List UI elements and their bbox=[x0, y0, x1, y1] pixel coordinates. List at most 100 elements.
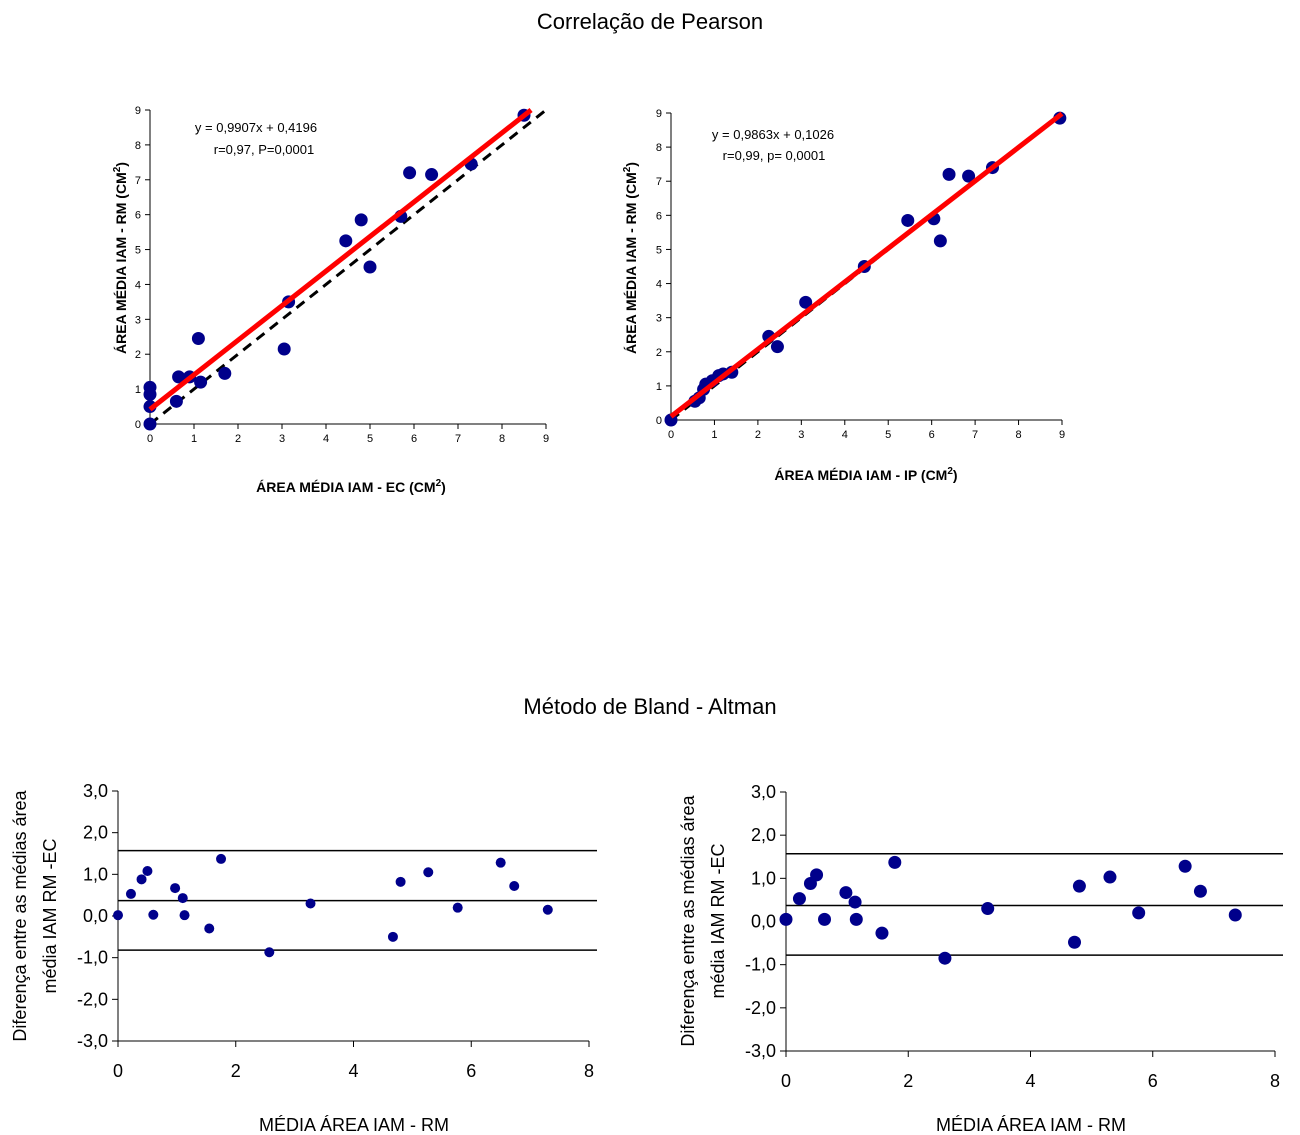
data-point bbox=[204, 923, 215, 934]
x-tick-label: 4 bbox=[348, 1061, 358, 1081]
correlation-stats: r=0,97, P=0,0001 bbox=[214, 142, 314, 157]
data-point bbox=[875, 926, 889, 940]
data-point bbox=[277, 342, 291, 356]
y-tick-label: 1,0 bbox=[83, 864, 108, 884]
x-tick-label: 3 bbox=[798, 429, 804, 441]
y-tick-label: 6 bbox=[135, 210, 141, 222]
data-point bbox=[542, 904, 553, 915]
y-axis-label: ÁREA MÉDIA IAM - RM (CM2) bbox=[112, 162, 129, 354]
data-point bbox=[1103, 870, 1117, 884]
data-point bbox=[770, 340, 784, 354]
bland-altman-section-title: Método de Bland - Altman bbox=[523, 694, 777, 719]
data-point bbox=[177, 893, 188, 904]
x-tick-label: 2 bbox=[755, 429, 761, 441]
data-point bbox=[194, 375, 208, 389]
x-tick-label: 6 bbox=[411, 433, 417, 445]
data-point bbox=[818, 912, 832, 926]
data-point bbox=[403, 166, 417, 180]
data-point bbox=[1228, 908, 1242, 922]
regression-equation: y = 0,9907x + 0,4196 bbox=[195, 120, 317, 135]
y-tick-label: 2 bbox=[656, 347, 662, 359]
data-point bbox=[143, 417, 157, 431]
y-tick-label: 3 bbox=[135, 314, 141, 326]
x-tick-label: 7 bbox=[972, 429, 978, 441]
x-tick-label: 4 bbox=[842, 429, 848, 441]
y-axis-label-line1: Diferença entre as médias área bbox=[10, 789, 30, 1041]
y-tick-label: 4 bbox=[135, 279, 141, 291]
data-point bbox=[172, 370, 186, 384]
data-point bbox=[148, 909, 159, 920]
y-axis-label: ÁREA MÉDIA IAM - RM (CM2) bbox=[622, 162, 639, 354]
x-tick-label: 8 bbox=[1015, 429, 1021, 441]
y-axis-label-line2: média IAM RM -EC bbox=[708, 843, 728, 998]
data-point bbox=[1072, 879, 1086, 893]
data-point bbox=[339, 234, 353, 248]
data-point bbox=[1132, 906, 1146, 920]
data-point bbox=[125, 888, 136, 899]
identity-line bbox=[149, 108, 547, 426]
data-point bbox=[305, 898, 316, 909]
x-tick-label: 8 bbox=[584, 1061, 594, 1081]
x-tick-label: 8 bbox=[499, 433, 505, 445]
y-tick-label: 3,0 bbox=[751, 782, 776, 802]
data-point bbox=[452, 902, 463, 913]
data-point bbox=[810, 868, 824, 882]
data-point bbox=[216, 853, 227, 864]
data-point bbox=[136, 874, 147, 885]
y-axis-label-line1: Diferença entre as médias área bbox=[678, 794, 698, 1046]
y-tick-label: 4 bbox=[656, 279, 662, 291]
data-point bbox=[839, 886, 853, 900]
chart-1: 0 1 2 3 4 5 6 7 8 9 0 1 2 3 4 5 6 7 8 9 y = 0,9907x + 0,4196… bbox=[112, 105, 549, 495]
x-tick-label: 4 bbox=[1025, 1071, 1035, 1091]
y-tick-label: 8 bbox=[135, 140, 141, 152]
x-tick-label: 6 bbox=[466, 1061, 476, 1081]
x-tick-label: 5 bbox=[367, 433, 373, 445]
x-tick-label: 2 bbox=[235, 433, 241, 445]
y-tick-label: 2,0 bbox=[751, 825, 776, 845]
data-point bbox=[901, 213, 915, 227]
y-tick-label: 1 bbox=[135, 384, 141, 396]
data-point bbox=[509, 881, 520, 891]
x-tick-label: 0 bbox=[668, 429, 674, 441]
y-tick-label: 5 bbox=[135, 245, 141, 257]
x-tick-label: 2 bbox=[903, 1071, 913, 1091]
chart-2: 0 1 2 3 4 5 6 7 8 9 0 1 2 3 4 5 6 7 8 9 y = 0,9863x + 0,1026… bbox=[622, 108, 1067, 483]
data-point bbox=[423, 867, 434, 878]
y-axis-label-line2: média IAM RM -EC bbox=[40, 838, 60, 993]
regression-equation: y = 0,9863x + 0,1026 bbox=[712, 127, 834, 142]
data-point bbox=[363, 260, 377, 274]
data-point bbox=[387, 931, 398, 942]
y-tick-label: -1,0 bbox=[745, 955, 776, 975]
correlation-stats: r=0,99, p= 0,0001 bbox=[723, 148, 826, 163]
x-tick-label: 7 bbox=[455, 433, 461, 445]
data-point bbox=[1068, 935, 1082, 949]
regression-line bbox=[669, 111, 1064, 419]
data-point bbox=[170, 883, 181, 894]
data-point bbox=[981, 902, 995, 916]
data-point bbox=[495, 857, 506, 868]
y-tick-label: -3,0 bbox=[77, 1031, 108, 1051]
data-point bbox=[142, 866, 153, 876]
y-tick-label: 2,0 bbox=[83, 823, 108, 843]
y-tick-label: 7 bbox=[135, 175, 141, 187]
data-point bbox=[191, 332, 205, 346]
data-point bbox=[792, 892, 806, 906]
data-point bbox=[179, 910, 190, 921]
data-point bbox=[1193, 884, 1207, 898]
x-tick-label: 8 bbox=[1270, 1071, 1280, 1091]
data-point bbox=[354, 213, 368, 227]
y-tick-label: 2 bbox=[135, 349, 141, 361]
chart-3: 0 2 4 6 8 3,0 2,0 1,0 0,0 -1,0 -2,0 -3,0 MÉDIA ÁREA … bbox=[10, 781, 597, 1135]
y-tick-label: 0 bbox=[656, 415, 662, 427]
data-point bbox=[425, 168, 439, 182]
x-tick-label: 4 bbox=[323, 433, 329, 445]
data-point bbox=[1178, 859, 1192, 873]
x-tick-label: 1 bbox=[711, 429, 717, 441]
data-point bbox=[942, 167, 956, 181]
x-tick-label: 1 bbox=[191, 433, 197, 445]
chart-4: 0 2 4 6 8 3,0 2,0 1,0 0,0 -1,0 -2,0 -3,0 MÉDIA ÁREA … bbox=[678, 782, 1283, 1135]
y-tick-label: -3,0 bbox=[745, 1041, 776, 1061]
data-point bbox=[938, 951, 952, 965]
x-axis-label: ÁREA MÉDIA IAM - IP (CM2) bbox=[774, 466, 957, 483]
data-point bbox=[962, 169, 976, 183]
